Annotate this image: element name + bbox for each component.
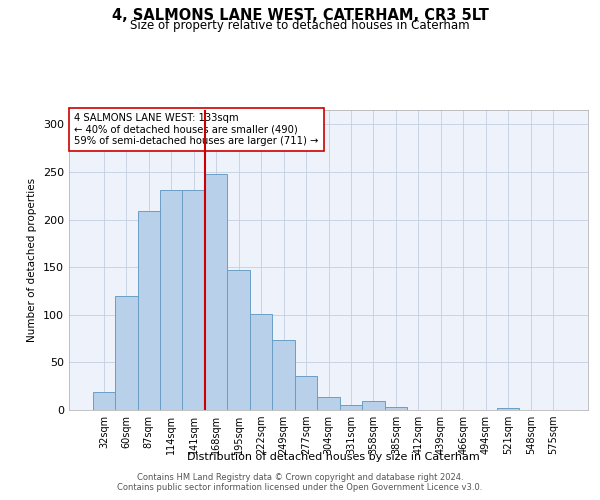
Bar <box>362 402 385 410</box>
Text: 4 SALMONS LANE WEST: 133sqm
← 40% of detached houses are smaller (490)
59% of se: 4 SALMONS LANE WEST: 133sqm ← 40% of det… <box>74 113 319 146</box>
Bar <box>115 296 137 410</box>
Text: Distribution of detached houses by size in Caterham: Distribution of detached houses by size … <box>187 452 479 462</box>
Bar <box>497 408 520 410</box>
Bar <box>137 211 160 410</box>
Bar <box>340 405 362 410</box>
Bar <box>92 392 115 410</box>
Bar <box>272 340 295 410</box>
Text: Size of property relative to detached houses in Caterham: Size of property relative to detached ho… <box>130 19 470 32</box>
Bar <box>227 270 250 410</box>
Bar <box>160 190 182 410</box>
Bar <box>295 376 317 410</box>
Bar <box>385 407 407 410</box>
Text: 4, SALMONS LANE WEST, CATERHAM, CR3 5LT: 4, SALMONS LANE WEST, CATERHAM, CR3 5LT <box>112 8 488 22</box>
Y-axis label: Number of detached properties: Number of detached properties <box>28 178 37 342</box>
Bar <box>205 174 227 410</box>
Bar <box>250 314 272 410</box>
Bar <box>182 190 205 410</box>
Bar <box>317 396 340 410</box>
Text: Contains HM Land Registry data © Crown copyright and database right 2024.
Contai: Contains HM Land Registry data © Crown c… <box>118 473 482 492</box>
